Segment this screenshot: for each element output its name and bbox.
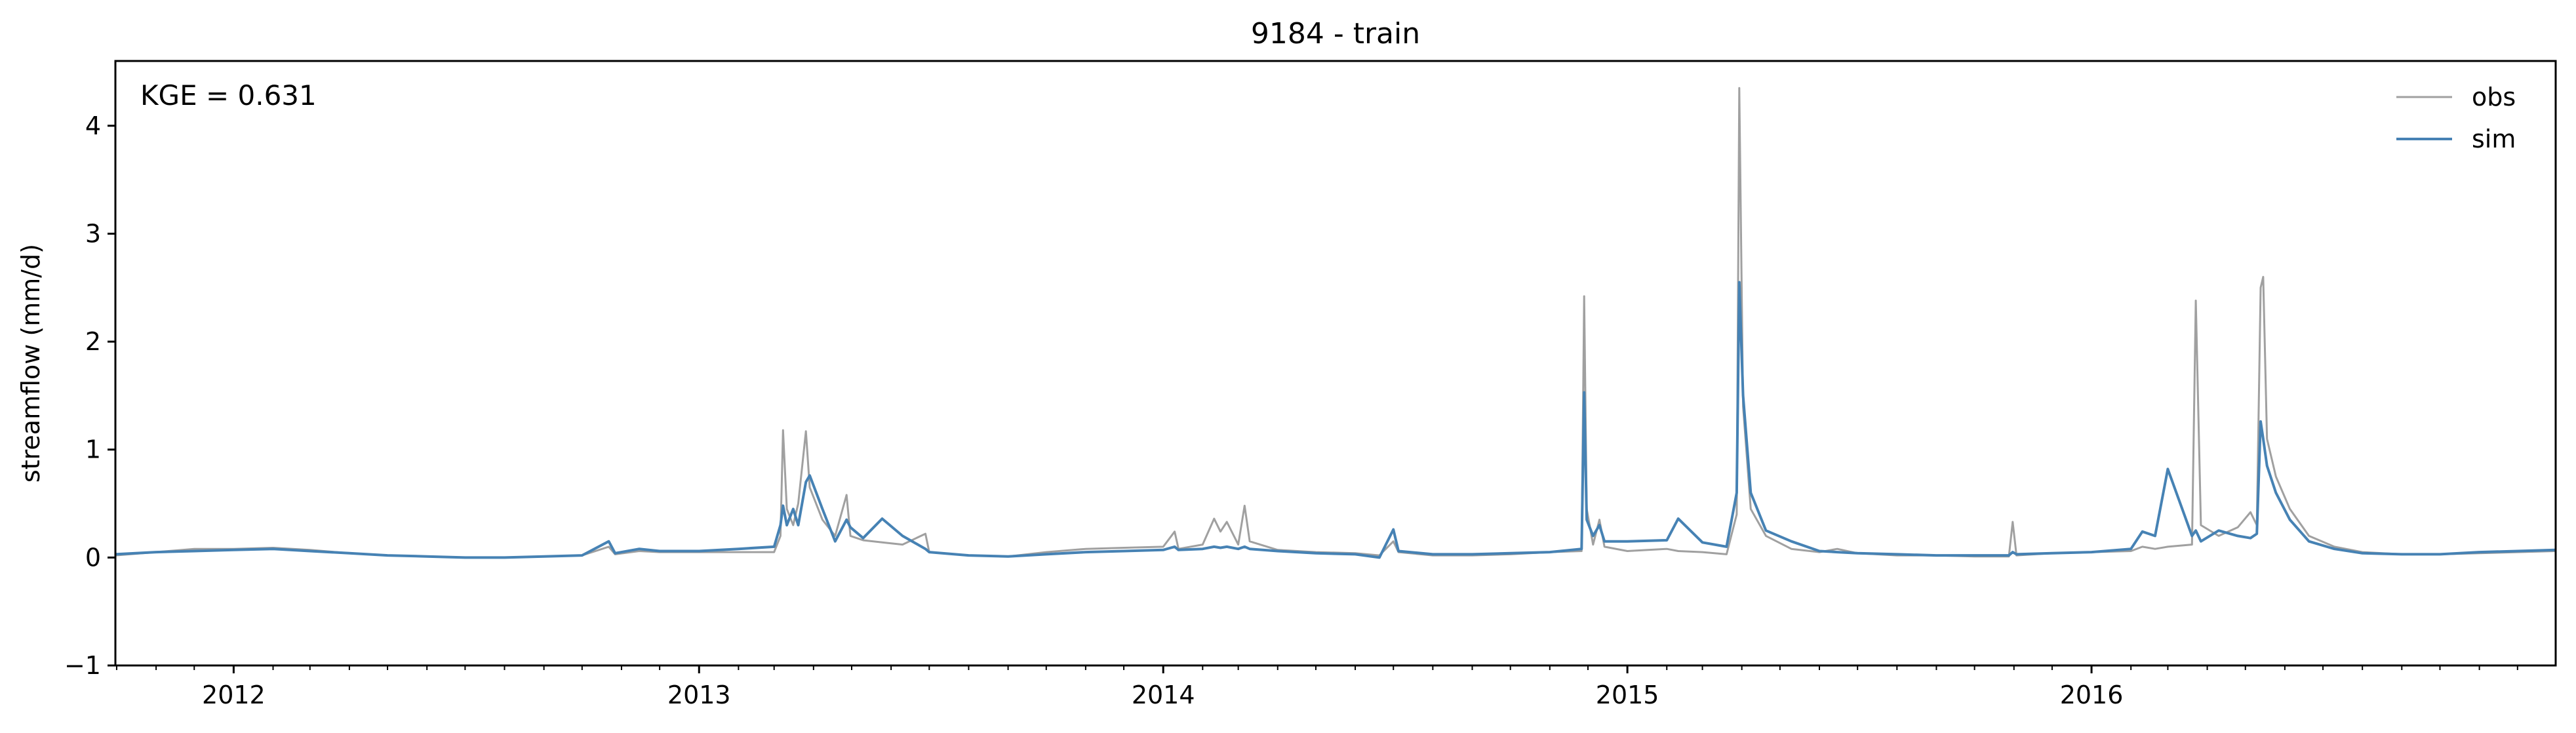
legend: obs sim [2396, 83, 2516, 153]
y-axis-label: streamflow (mm/d) [16, 244, 45, 483]
y-tick-label: 2 [85, 327, 101, 356]
series-line-sim [115, 281, 2556, 559]
series-layer [115, 87, 2556, 559]
plot-area [114, 60, 2557, 667]
y-tick-label: 4 [85, 111, 101, 140]
y-tick-label: −1 [64, 651, 101, 680]
plot-frame [114, 60, 2557, 667]
y-tick-label: 0 [85, 543, 101, 572]
chart-title: 9184 - train [1251, 17, 1420, 50]
series-line-obs [115, 87, 2556, 559]
kge-annotation: KGE = 0.631 [140, 79, 317, 111]
x-tick-label: 2015 [1596, 681, 1659, 709]
x-axis: 2012 2013 2014 2015 2016 [115, 665, 2518, 709]
x-tick-label: 2014 [1132, 681, 1195, 709]
y-tick-label: 3 [85, 219, 101, 248]
x-tick-label: 2016 [2060, 681, 2124, 709]
legend-label-obs: obs [2472, 83, 2516, 111]
x-tick-label: 2012 [202, 681, 266, 709]
x-tick-label: 2013 [667, 681, 731, 709]
y-tick-label: 1 [85, 435, 101, 464]
y-axis: −1 0 1 2 3 4 [64, 111, 115, 680]
legend-label-sim: sim [2472, 125, 2516, 153]
